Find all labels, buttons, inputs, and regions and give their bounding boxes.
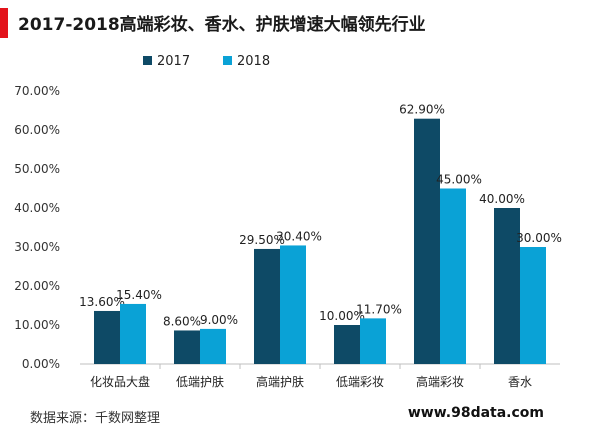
y-tick-label: 60.00% (14, 123, 60, 137)
y-tick-label: 10.00% (14, 318, 60, 332)
bar-2018 (360, 318, 386, 364)
title-accent-bar (0, 8, 8, 38)
x-category-label: 低端护肤 (176, 374, 224, 389)
bar-chart: 2017 2018 0.00% 10.00% 20.00% 30.00% 40.00% 50.… (14, 54, 562, 389)
data-label-2018: 30.00% (516, 231, 562, 245)
bar-2017 (494, 208, 520, 364)
data-label-2018: 9.00% (200, 313, 238, 327)
legend-label-2017: 2017 (157, 54, 190, 69)
data-label-2017: 8.60% (163, 314, 201, 328)
data-label-2017: 29.50% (239, 233, 285, 247)
y-tick-label: 30.00% (14, 240, 60, 254)
bar-2018 (120, 303, 146, 364)
data-label-2017: 10.00% (319, 309, 365, 323)
data-source: 数据来源：千数网整理 (30, 411, 161, 426)
bar-2017 (94, 310, 120, 364)
source-url: www.98data.com (407, 405, 544, 421)
x-category-label: 香水 (508, 375, 532, 389)
data-label-2018: 30.40% (276, 229, 322, 243)
bar-2017 (254, 248, 280, 364)
bar-2017 (414, 118, 440, 364)
legend-swatch-2018 (223, 56, 232, 65)
bar-2017 (334, 325, 360, 364)
bar-2018 (440, 188, 466, 364)
data-label-2017: 62.90% (399, 103, 445, 117)
legend-label-2018: 2018 (237, 54, 270, 69)
x-category-label: 低端彩妆 (336, 375, 384, 389)
chart-title: 2017-2018高端彩妆、香水、护肤增速大幅领先行业 (18, 15, 426, 35)
y-tick-label: 0.00% (22, 357, 60, 371)
data-label-2018: 15.40% (116, 288, 162, 302)
data-label-2017: 13.60% (79, 295, 125, 309)
data-label-2018: 45.00% (436, 173, 482, 187)
x-category-label: 化妆品大盘 (90, 374, 150, 389)
bar-2018 (280, 245, 306, 364)
bar-2018 (520, 247, 546, 364)
y-tick-label: 50.00% (14, 162, 60, 176)
y-tick-label: 70.00% (14, 84, 60, 98)
data-label-2017: 40.00% (479, 192, 525, 206)
x-category-label: 高端护肤 (256, 374, 304, 389)
data-label-2018: 11.70% (356, 302, 402, 316)
y-tick-label: 40.00% (14, 201, 60, 215)
bar-2017 (174, 330, 200, 364)
legend-swatch-2017 (143, 56, 152, 65)
bar-2018 (200, 328, 226, 364)
x-category-label: 高端彩妆 (416, 374, 464, 389)
y-tick-label: 20.00% (14, 279, 60, 293)
